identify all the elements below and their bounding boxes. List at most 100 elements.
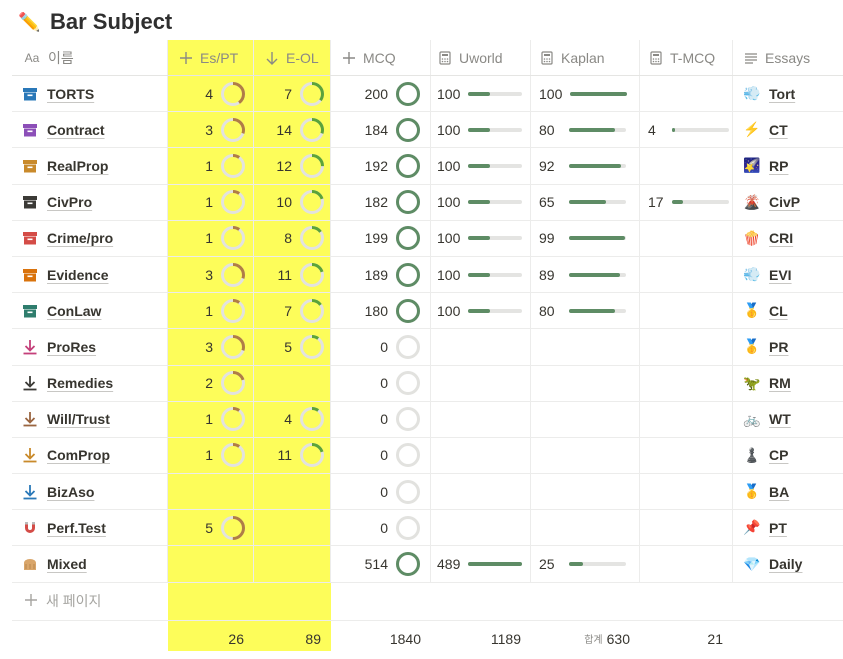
- cell-uworld[interactable]: 100: [431, 76, 531, 112]
- row-title[interactable]: ConLaw: [47, 302, 102, 319]
- row-title[interactable]: CivPro: [47, 194, 93, 211]
- cell-t-mcq[interactable]: [640, 401, 733, 437]
- cell-uworld[interactable]: 489: [431, 546, 531, 582]
- column-header-uworld[interactable]: Uworld: [431, 40, 531, 75]
- essay-relation-link[interactable]: CT: [769, 121, 788, 138]
- row-title[interactable]: TORTS: [47, 85, 95, 102]
- cell-mcq[interactable]: 192: [331, 148, 431, 184]
- cell-uworld[interactable]: 100: [431, 148, 531, 184]
- cell-name[interactable]: Crime/pro: [12, 220, 168, 256]
- essay-relation-link[interactable]: CL: [769, 302, 788, 319]
- cell-mcq[interactable]: 200: [331, 76, 431, 112]
- row-title[interactable]: Evidence: [47, 266, 109, 283]
- cell-mcq[interactable]: 189: [331, 256, 431, 293]
- cell-name[interactable]: ComProp: [12, 437, 168, 474]
- cell-mcq[interactable]: 199: [331, 220, 431, 256]
- cell-t-mcq[interactable]: 4: [640, 112, 733, 148]
- cell-uworld[interactable]: [431, 401, 531, 437]
- cell-e-ol[interactable]: [254, 474, 331, 510]
- cell-es-pt[interactable]: [168, 474, 254, 510]
- essay-relation-link[interactable]: Daily: [769, 556, 803, 573]
- cell-essays[interactable]: 🌋 CivP: [733, 185, 843, 220]
- cell-essays[interactable]: ⚡ CT: [733, 112, 843, 147]
- cell-mcq[interactable]: 514: [331, 546, 431, 582]
- total-uworld[interactable]: 1189: [431, 621, 531, 657]
- essay-relation-link[interactable]: BA: [769, 483, 790, 500]
- cell-e-ol[interactable]: 12: [254, 148, 331, 184]
- cell-kaplan[interactable]: [531, 510, 640, 546]
- cell-kaplan[interactable]: 65: [531, 184, 640, 220]
- cell-e-ol[interactable]: 8: [254, 220, 331, 256]
- row-title[interactable]: Crime/pro: [47, 230, 114, 247]
- cell-name[interactable]: Remedies: [12, 365, 168, 401]
- cell-es-pt[interactable]: 5: [168, 510, 254, 546]
- cell-e-ol[interactable]: 11: [254, 256, 331, 293]
- total-es-pt[interactable]: 26: [168, 621, 254, 657]
- cell-es-pt[interactable]: 3: [168, 256, 254, 293]
- cell-uworld[interactable]: 100: [431, 220, 531, 256]
- cell-kaplan[interactable]: 92: [531, 148, 640, 184]
- cell-uworld[interactable]: [431, 329, 531, 365]
- cell-t-mcq[interactable]: [640, 76, 733, 112]
- table-row[interactable]: ProRes 3 5 0 🥇 PR: [12, 329, 843, 366]
- cell-name[interactable]: Perf.Test: [12, 510, 168, 546]
- cell-kaplan[interactable]: 89: [531, 256, 640, 293]
- cell-essays[interactable]: 🥇 CL: [733, 293, 843, 328]
- cell-uworld[interactable]: 100: [431, 256, 531, 293]
- table-row[interactable]: Mixed 514 489 25 💎 Daily: [12, 546, 843, 583]
- cell-t-mcq[interactable]: [640, 510, 733, 546]
- table-row[interactable]: Contract 3 14 184 100 80 4 ⚡ CT: [12, 112, 843, 149]
- cell-mcq[interactable]: 180: [331, 293, 431, 329]
- cell-mcq[interactable]: 0: [331, 437, 431, 474]
- column-header-name[interactable]: Aa 이름: [12, 40, 168, 75]
- cell-es-pt[interactable]: [168, 546, 254, 582]
- table-row[interactable]: ComProp 1 11 0 ♟️ CP: [12, 437, 843, 475]
- table-row[interactable]: Remedies 2 0 🦖 RM: [12, 365, 843, 402]
- essay-relation-link[interactable]: CRI: [769, 230, 794, 247]
- cell-uworld[interactable]: [431, 437, 531, 474]
- column-header-kaplan[interactable]: Kaplan: [531, 40, 640, 75]
- essay-relation-link[interactable]: CP: [769, 447, 789, 464]
- cell-e-ol[interactable]: 7: [254, 293, 331, 329]
- total-mcq[interactable]: 1840: [331, 621, 431, 657]
- cell-e-ol[interactable]: 7: [254, 76, 331, 112]
- row-title[interactable]: Remedies: [47, 375, 114, 392]
- table-row[interactable]: Crime/pro 1 8 199 100 99 🍿 CRI: [12, 220, 843, 257]
- cell-es-pt[interactable]: 1: [168, 401, 254, 437]
- table-row[interactable]: ConLaw 1 7 180 100 80 🥇 CL: [12, 293, 843, 330]
- cell-kaplan[interactable]: [531, 437, 640, 474]
- cell-kaplan[interactable]: [531, 474, 640, 510]
- cell-e-ol[interactable]: 11: [254, 437, 331, 474]
- row-title[interactable]: RealProp: [47, 157, 109, 174]
- cell-mcq[interactable]: 0: [331, 510, 431, 546]
- cell-name[interactable]: TORTS: [12, 76, 168, 112]
- cell-es-pt[interactable]: 3: [168, 112, 254, 148]
- cell-essays[interactable]: 🥇 PR: [733, 329, 843, 364]
- essay-relation-link[interactable]: RP: [769, 157, 789, 174]
- cell-kaplan[interactable]: 100: [531, 76, 640, 112]
- cell-essays[interactable]: 🥇 BA: [733, 474, 843, 509]
- essay-relation-link[interactable]: PT: [769, 519, 787, 536]
- cell-uworld[interactable]: [431, 510, 531, 546]
- cell-kaplan[interactable]: [531, 329, 640, 365]
- cell-t-mcq[interactable]: [640, 365, 733, 401]
- cell-es-pt[interactable]: 1: [168, 148, 254, 184]
- cell-name[interactable]: Mixed: [12, 546, 168, 582]
- row-title[interactable]: Perf.Test: [47, 519, 106, 536]
- essay-relation-link[interactable]: EVI: [769, 266, 792, 283]
- cell-es-pt[interactable]: 1: [168, 437, 254, 474]
- cell-e-ol[interactable]: 4: [254, 401, 331, 437]
- cell-e-ol[interactable]: 5: [254, 329, 331, 365]
- total-e-ol[interactable]: 89: [254, 621, 331, 657]
- cell-kaplan[interactable]: [531, 365, 640, 401]
- cell-t-mcq[interactable]: [640, 474, 733, 510]
- cell-essays[interactable]: 💨 EVI: [733, 257, 843, 292]
- cell-e-ol[interactable]: [254, 510, 331, 546]
- row-title[interactable]: BizAso: [47, 483, 95, 500]
- cell-essays[interactable]: 💨 Tort: [733, 76, 843, 111]
- essay-relation-link[interactable]: PR: [769, 338, 789, 355]
- column-header-es-pt[interactable]: Es/PT: [168, 40, 254, 75]
- cell-t-mcq[interactable]: [640, 329, 733, 365]
- cell-t-mcq[interactable]: [640, 220, 733, 256]
- cell-essays[interactable]: 🌠 RP: [733, 148, 843, 183]
